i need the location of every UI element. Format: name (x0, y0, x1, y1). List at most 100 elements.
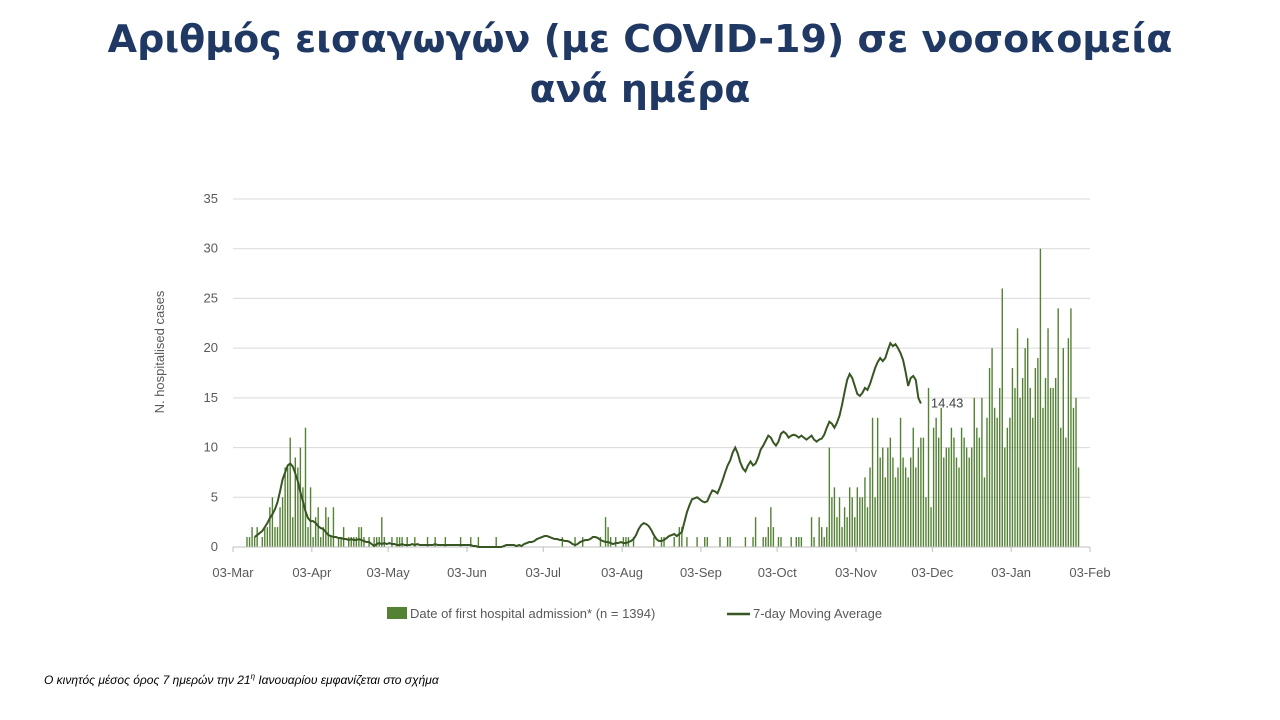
bar (294, 457, 296, 547)
bar (459, 537, 462, 547)
bar (838, 497, 841, 547)
bar (269, 507, 271, 547)
bar (297, 467, 299, 547)
bar (986, 417, 988, 547)
bar (910, 457, 912, 547)
bar (327, 517, 330, 547)
bar (289, 437, 291, 547)
bar (851, 497, 853, 547)
bar (574, 537, 576, 547)
bar (1021, 377, 1024, 547)
bar (561, 537, 564, 547)
bar (955, 457, 958, 547)
bar (856, 487, 859, 547)
bar (935, 417, 937, 547)
bar (854, 517, 856, 547)
bar (765, 537, 767, 547)
bar (810, 517, 813, 547)
title-line-2: ανά ημέρα (529, 67, 751, 111)
bar (607, 527, 609, 547)
bar (973, 397, 975, 547)
bar (373, 537, 375, 547)
bar (299, 447, 302, 547)
bar (246, 537, 248, 547)
footnote-sup: η (250, 672, 256, 681)
bar-series (246, 248, 1080, 547)
moving-average-line (254, 341, 922, 548)
bar (1001, 288, 1003, 547)
bar (772, 527, 775, 547)
bar (719, 537, 721, 547)
bar (274, 527, 276, 547)
bar (406, 537, 408, 547)
x-tick-label: 03-Feb (1069, 565, 1110, 580)
y-tick-label: 30 (204, 241, 218, 256)
bar (762, 537, 764, 547)
x-tick-label: 03-Jul (526, 565, 562, 580)
bar (869, 467, 871, 547)
x-tick-label: 03-Sep (680, 565, 722, 580)
bar (917, 447, 920, 547)
bar (976, 427, 978, 547)
bar (752, 537, 754, 547)
x-tick-label: 03-Oct (758, 565, 797, 580)
bar (828, 447, 831, 547)
bar (754, 517, 757, 547)
bar (729, 537, 731, 547)
bar (1039, 248, 1042, 547)
bar (663, 537, 665, 547)
bar (848, 487, 851, 547)
bar (983, 477, 986, 547)
bar (1047, 328, 1049, 547)
bar (673, 537, 675, 547)
y-tick-label: 10 (204, 440, 218, 455)
bar (818, 517, 820, 547)
bar (375, 537, 378, 547)
bar (444, 537, 447, 547)
bar (1006, 427, 1009, 547)
bar (922, 437, 925, 547)
bar (470, 537, 472, 547)
bar (686, 537, 688, 547)
bar (937, 437, 940, 547)
x-tick-label: 03-May (366, 565, 410, 580)
bar (477, 537, 480, 547)
y-axis-ticks: 0 5 10 15 20 25 30 35 (204, 191, 218, 554)
bar (780, 537, 782, 547)
y-axis-label: N. hospitalised cases (152, 290, 167, 413)
bar (320, 537, 322, 547)
bar (988, 368, 991, 547)
bar (813, 537, 815, 547)
x-tick-label: 03-Nov (835, 565, 877, 580)
x-tick-label: 03-Jan (991, 565, 1031, 580)
bar (790, 537, 792, 547)
bar (696, 537, 698, 547)
bar (632, 537, 635, 547)
bar (355, 537, 358, 547)
bar (332, 507, 335, 547)
bar (1065, 437, 1067, 547)
bar (871, 417, 874, 547)
bar (261, 537, 263, 547)
legend: Date of first hospital admission* (n = 1… (387, 606, 882, 621)
bar (279, 507, 281, 547)
bar (1075, 397, 1077, 547)
bar (902, 457, 904, 547)
bar (963, 437, 965, 547)
bar (309, 487, 312, 547)
chart-title: Αριθμός εισαγωγών (με COVID-19) σε νοσοκ… (0, 14, 1280, 114)
bar (292, 517, 294, 547)
bar (604, 517, 607, 547)
bar (767, 527, 770, 547)
bar (876, 417, 879, 547)
bar (960, 427, 963, 547)
bar (1004, 447, 1006, 547)
bar (253, 537, 256, 547)
bar (996, 417, 998, 547)
bar (1027, 338, 1029, 547)
bar (1052, 387, 1054, 547)
y-tick-label: 15 (204, 390, 218, 405)
bar (358, 527, 360, 547)
bar (833, 487, 836, 547)
bar (925, 497, 927, 547)
